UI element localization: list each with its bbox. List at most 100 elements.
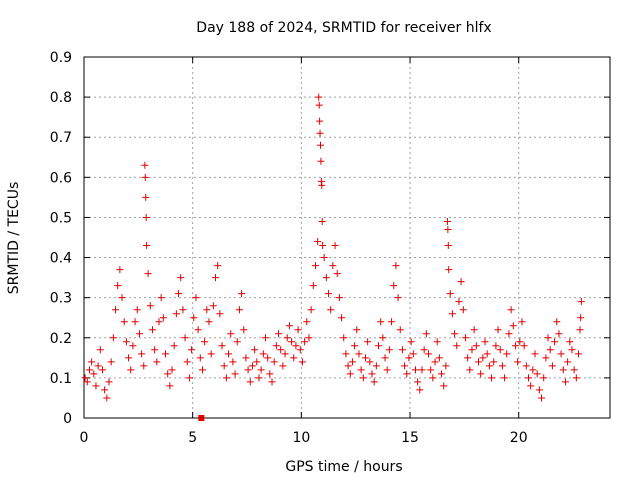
data-point	[153, 358, 161, 366]
data-point	[172, 310, 180, 318]
data-point	[555, 330, 563, 338]
data-point	[394, 294, 402, 302]
data-point	[125, 354, 133, 362]
data-point	[361, 354, 369, 362]
data-point	[392, 262, 400, 270]
data-point	[501, 374, 509, 382]
data-point	[443, 217, 451, 225]
y-tick-label: 0.7	[50, 130, 72, 146]
data-point	[418, 366, 426, 374]
data-point	[481, 338, 489, 346]
data-point	[446, 290, 454, 298]
data-point	[92, 382, 100, 390]
y-tick-label: 0.3	[50, 291, 72, 307]
y-axis-label: SRMTID / TECUs	[6, 182, 22, 295]
data-point	[225, 350, 233, 358]
data-point	[531, 350, 539, 358]
data-point	[248, 362, 256, 370]
y-tick-label: 0.1	[50, 371, 72, 387]
data-point	[244, 366, 252, 374]
data-point	[98, 366, 106, 374]
data-point	[218, 342, 226, 350]
data-point	[240, 326, 248, 334]
data-point	[433, 338, 441, 346]
data-point	[216, 310, 224, 318]
data-point	[416, 386, 424, 394]
data-point	[577, 298, 585, 306]
data-point	[198, 366, 206, 374]
data-point	[242, 354, 250, 362]
x-tick-label: 15	[401, 430, 419, 446]
data-point	[142, 193, 150, 201]
data-point	[368, 370, 376, 378]
data-point	[155, 318, 163, 326]
data-point	[516, 338, 524, 346]
data-point	[307, 306, 315, 314]
data-point	[114, 282, 122, 290]
data-point	[188, 346, 196, 354]
data-points	[81, 93, 585, 421]
data-point	[574, 350, 582, 358]
data-point	[181, 334, 189, 342]
data-point	[131, 318, 139, 326]
data-point	[157, 294, 165, 302]
data-point	[438, 370, 446, 378]
data-point	[561, 378, 569, 386]
data-point	[325, 290, 333, 298]
data-point	[553, 318, 561, 326]
data-point	[485, 362, 493, 370]
data-point	[518, 318, 526, 326]
data-point	[390, 282, 398, 290]
data-point	[340, 334, 348, 342]
y-tick-label: 0.2	[50, 331, 72, 347]
data-point	[255, 374, 263, 382]
data-point	[568, 346, 576, 354]
data-point	[285, 322, 293, 330]
data-point	[346, 370, 354, 378]
data-point	[377, 318, 385, 326]
data-point	[435, 354, 443, 362]
data-point	[288, 338, 296, 346]
data-point	[479, 354, 487, 362]
data-point	[107, 358, 115, 366]
data-point	[194, 326, 202, 334]
data-point	[490, 358, 498, 366]
data-point	[335, 294, 343, 302]
data-point	[88, 358, 96, 366]
data-point	[279, 362, 287, 370]
data-point	[316, 129, 324, 137]
data-point	[396, 326, 404, 334]
data-point	[464, 354, 472, 362]
data-point	[557, 350, 565, 358]
data-point	[133, 306, 141, 314]
data-point	[175, 290, 183, 298]
data-point	[316, 141, 324, 149]
data-point	[135, 330, 143, 338]
data-point	[314, 238, 322, 246]
data-point	[420, 346, 428, 354]
data-point	[222, 374, 230, 382]
data-point	[317, 157, 325, 165]
data-point	[203, 306, 211, 314]
data-point	[264, 354, 272, 362]
data-point	[318, 217, 326, 225]
data-point	[138, 350, 146, 358]
data-point	[296, 346, 304, 354]
data-point	[440, 382, 448, 390]
data-point	[364, 338, 372, 346]
data-point	[183, 358, 191, 366]
data-point	[331, 242, 339, 250]
data-point	[177, 274, 185, 282]
data-point	[322, 274, 330, 282]
data-point	[498, 362, 506, 370]
data-point	[209, 302, 217, 310]
data-point	[429, 374, 437, 382]
data-point	[398, 346, 406, 354]
data-point	[235, 306, 243, 314]
data-point	[141, 173, 149, 181]
data-point	[231, 370, 239, 378]
chart-title: Day 188 of 2024, SRMTID for receiver hlf…	[196, 20, 491, 36]
x-tick-label: 20	[510, 430, 528, 446]
data-point	[298, 358, 306, 366]
